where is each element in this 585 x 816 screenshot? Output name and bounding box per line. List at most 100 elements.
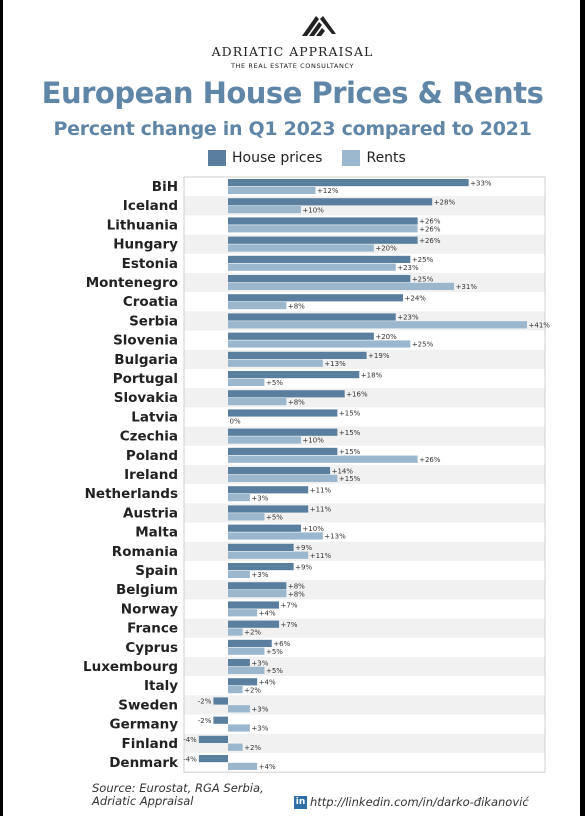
house-price-bar: [228, 505, 309, 513]
house-price-data-label: -4%: [183, 755, 197, 763]
rent-data-label: +8%: [288, 398, 305, 406]
house-price-bar: [228, 678, 258, 686]
house-price-data-label: +33%: [470, 179, 492, 187]
house-price-bar: [228, 179, 469, 187]
rent-data-label: +8%: [288, 590, 305, 598]
linkedin-url[interactable]: http://linkedin.com/in/darko-đikanović: [310, 795, 529, 809]
rent-bar: [228, 513, 265, 521]
house-price-data-label: +6%: [273, 640, 290, 648]
house-price-bar: [228, 582, 287, 590]
rent-data-label: +23%: [397, 264, 419, 272]
house-price-bar: [228, 543, 294, 551]
house-price-bar: [228, 524, 301, 532]
category-label: Cyprus: [125, 640, 178, 656]
legend-label-rent: Rents: [366, 150, 406, 166]
category-label: Spain: [135, 563, 178, 579]
house-price-data-label: +24%: [405, 295, 427, 303]
rent-bar: [228, 474, 338, 482]
category-label: Poland: [126, 448, 178, 464]
category-label: Montenegro: [86, 275, 178, 291]
house-price-data-label: +3%: [251, 659, 268, 667]
rent-bar: [228, 225, 418, 233]
row-band: [184, 637, 545, 657]
row-band: [184, 753, 545, 773]
rent-bar: [228, 455, 418, 463]
rent-data-label: +12%: [317, 187, 339, 195]
chart-title: European House Prices & Rents: [41, 76, 544, 110]
house-price-bar: [228, 294, 404, 302]
row-band: [184, 676, 545, 696]
rent-data-label: +5%: [266, 379, 283, 387]
linkedin-link[interactable]: in http://linkedin.com/in/darko-đikanovi…: [294, 795, 529, 809]
left-frame-border: [0, 0, 3, 816]
rent-bar: [228, 263, 396, 271]
rent-data-label: +25%: [412, 341, 434, 349]
rent-bar: [228, 359, 323, 367]
house-price-bar: [228, 486, 309, 494]
row-band: [184, 657, 545, 677]
house-price-data-label: +14%: [332, 467, 354, 475]
house-price-bar: [228, 351, 367, 359]
rent-bar: [228, 666, 265, 674]
category-label: Croatia: [123, 294, 178, 310]
house-price-bar: [213, 697, 228, 705]
source-line-1: Source: Eurostat, RGA Serbia,: [92, 781, 264, 795]
house-price-bar: [228, 198, 433, 206]
house-price-bar: [228, 447, 338, 455]
category-label: Ireland: [124, 467, 178, 483]
rent-bar: [228, 551, 309, 559]
rent-bar: [228, 340, 411, 348]
house-price-bar: [228, 659, 250, 667]
house-price-bar: [228, 620, 280, 628]
house-price-data-label: +26%: [419, 237, 441, 245]
category-label: Denmark: [109, 755, 179, 771]
rent-bar: [228, 378, 265, 386]
rent-bar: [228, 590, 287, 598]
rent-data-label: 0%: [230, 418, 241, 426]
house-price-data-label: +19%: [368, 352, 390, 360]
house-price-data-label: +11%: [310, 487, 332, 495]
rent-bar: [228, 628, 243, 636]
category-label: Hungary: [113, 237, 178, 253]
category-label: Iceland: [123, 198, 178, 214]
rent-bar: [228, 206, 301, 214]
rent-data-label: +3%: [251, 725, 268, 733]
chart-subtitle: Percent change in Q1 2023 compared to 20…: [53, 118, 532, 140]
category-label: Sweden: [118, 697, 178, 713]
category-label: Czechia: [120, 429, 178, 445]
legend-swatch-rent: [342, 150, 361, 166]
rent-bar: [228, 186, 316, 194]
rent-bar: [228, 647, 265, 655]
rent-bar: [228, 321, 527, 329]
rent-bar: [228, 724, 250, 732]
house-price-bar: [228, 236, 418, 244]
house-price-data-label: +7%: [281, 621, 298, 629]
rent-data-label: +31%: [456, 283, 478, 291]
house-price-data-label: +4%: [259, 679, 276, 687]
rent-data-label: +13%: [324, 360, 346, 368]
legend-label-house: House prices: [232, 150, 323, 166]
category-label: Slovenia: [113, 333, 178, 349]
rent-data-label: +15%: [339, 475, 361, 483]
rent-bar: [228, 302, 287, 310]
rent-bar: [228, 436, 301, 444]
house-price-data-label: +18%: [361, 371, 383, 379]
house-price-data-label: +9%: [295, 544, 312, 552]
category-label: Netherlands: [85, 486, 178, 502]
row-band: [184, 733, 545, 753]
house-price-bar: [228, 255, 411, 263]
house-price-bar: [228, 390, 345, 398]
rent-bar: [228, 570, 250, 578]
chart-legend: House prices Rents: [208, 150, 420, 166]
rent-data-label: +5%: [266, 648, 283, 656]
house-price-data-label: +16%: [346, 391, 368, 399]
source-line-2: Adriatic Appraisal: [92, 794, 194, 808]
category-label: Lithuania: [107, 217, 178, 233]
rent-data-label: +2%: [244, 686, 261, 694]
house-price-bar: [228, 639, 272, 647]
house-price-data-label: -2%: [198, 698, 212, 706]
house-price-data-label: +26%: [419, 218, 441, 226]
house-price-data-label: +7%: [281, 602, 298, 610]
rent-data-label: +3%: [251, 706, 268, 714]
